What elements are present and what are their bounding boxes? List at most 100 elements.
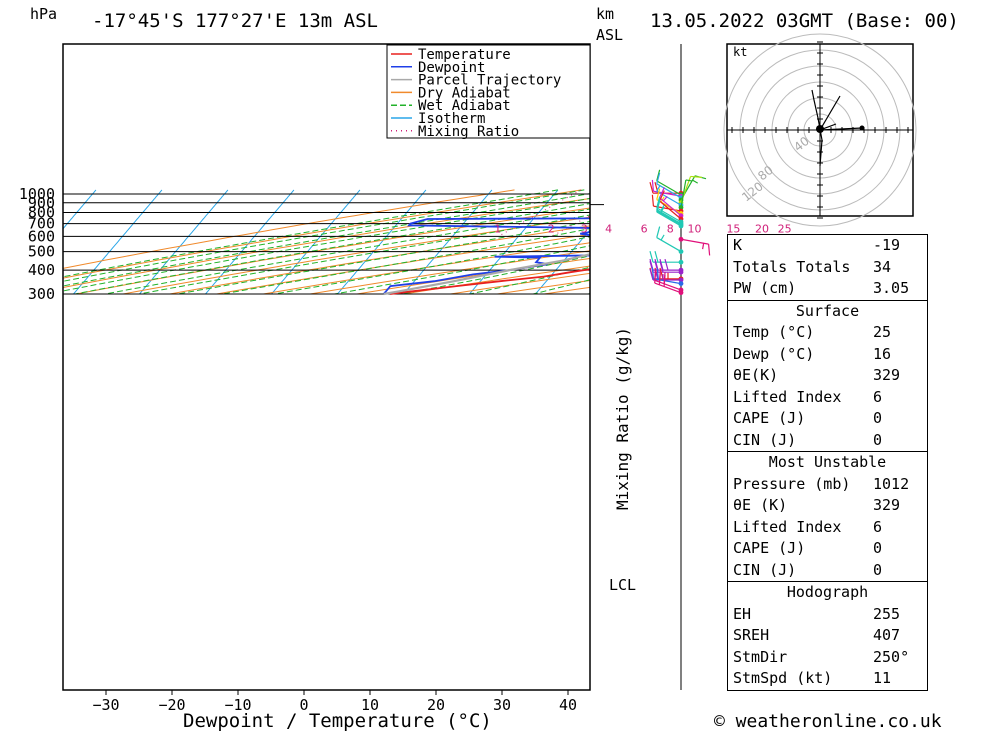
surface-key: Dewp (°C): [733, 344, 815, 363]
temperature-tick-label: −30: [92, 696, 119, 714]
wet-adiabat-line: [401, 255, 590, 295]
dry-adiabat-line: [918, 190, 1000, 294]
mixing-ratio-label: 1: [494, 222, 501, 235]
unstable-row: Pressure (mb) 1012: [728, 474, 927, 496]
height-unit-km: km: [596, 5, 615, 23]
surface-row: Dewp (°C) 16: [728, 344, 927, 366]
unstable-value: 0: [873, 560, 883, 579]
pressure-tick-label: 600: [28, 227, 55, 245]
wet-adiabat-line: [222, 228, 590, 295]
hodograph-param-key: StmDir: [733, 647, 788, 666]
wet-adiabat-line: [177, 220, 590, 295]
mixing-ratio-label: 8: [667, 222, 674, 235]
surface-row: CIN (J) 0: [728, 430, 927, 452]
legend-box: [386, 44, 591, 139]
unstable-row: CAPE (J) 0: [728, 538, 927, 560]
hodograph-param-value: 407: [873, 626, 901, 644]
legend-entry: Isotherm: [418, 111, 485, 127]
unstable-key: Lifted Index: [733, 517, 842, 536]
legend-entry: Temperature: [418, 47, 511, 63]
surface-row: Lifted Index 6: [728, 387, 927, 409]
pressure-tick-label: 900: [28, 194, 55, 212]
pressure-tick-label: 1000: [19, 185, 55, 203]
surface-value: 6: [873, 387, 883, 406]
series-line-temperature: [390, 268, 590, 295]
surface-row: Temp (°C) 25: [728, 322, 927, 344]
dry-adiabat-line: [76, 207, 590, 295]
wet-adiabat-line: [63, 189, 585, 282]
lcl-label: LCL: [609, 576, 637, 594]
surface-row: CAPE (J) 0: [728, 408, 927, 430]
temperature-tick-label: −20: [158, 696, 185, 714]
pressure-tick-label: 300: [28, 285, 55, 303]
index-value: 34: [873, 257, 892, 276]
wet-adiabat-line: [63, 193, 590, 287]
isotherm-line: [337, 189, 427, 295]
mixing-ratio-label: 6: [641, 222, 648, 235]
legend-entry: Dewpoint: [418, 60, 485, 76]
surface-row: θE(K) 329: [728, 365, 927, 387]
unstable-key: Pressure (mb): [733, 474, 851, 493]
index-key: Totals Totals: [733, 257, 851, 276]
hodograph-param-value: 255: [873, 604, 901, 623]
mixing-ratio-label: 10: [688, 222, 702, 235]
unstable-key: CIN (J): [733, 560, 797, 579]
mixing-ratio-line: [759, 190, 859, 237]
surface-value: 0: [873, 409, 883, 427]
pressure-tick-label: 500: [28, 243, 55, 261]
surface-value: 16: [873, 344, 892, 363]
dry-adiabat-line: [63, 189, 515, 269]
mixing-ratio-line: [782, 190, 883, 237]
unstable-key: θE (K): [733, 496, 788, 514]
isotherm-line: [602, 190, 690, 294]
unstable-row: Lifted Index 6: [728, 517, 927, 539]
index-row: PW (cm) 3.05: [728, 278, 927, 300]
x-axis-label: Dewpoint / Temperature (°C): [183, 710, 492, 732]
unstable-row: θE (K) 329: [728, 495, 927, 517]
isotherm-line: [139, 189, 229, 295]
hodograph-unit-label: kt: [733, 45, 748, 59]
unstable-value: 6: [873, 517, 883, 536]
temperature-tick-label: 10: [361, 696, 379, 714]
isotherm-line: [205, 189, 295, 295]
isotherm-line: [932, 190, 1000, 294]
mixing-ratio-line: [609, 190, 698, 237]
unstable-key: CAPE (J): [733, 539, 806, 557]
pressure-unit-label: hPa: [30, 5, 58, 23]
dry-adiabat-line: [169, 225, 590, 295]
mixing-ratio-label: 3: [581, 222, 588, 235]
indices-panel: K -19 Totals Totals 34 PW (cm) 3.05 Surface T…: [727, 234, 928, 691]
surface-value: 25: [873, 323, 892, 341]
wet-adiabat-line: [63, 189, 558, 278]
wet-adiabat-line: [63, 197, 590, 292]
credit-text: © weatheronline.co.uk: [714, 711, 942, 732]
hodograph-param-value: 11: [873, 669, 892, 687]
temperature-tick-label: 40: [559, 696, 577, 714]
mixing-ratio-label: 2: [548, 222, 555, 235]
isotherm-line: [0, 190, 30, 294]
index-row: K -19: [728, 235, 927, 257]
unstable-value: 329: [873, 496, 901, 514]
wet-adiabat-line: [334, 245, 590, 295]
location-title: -17°45'S 177°27'E 13m ASL: [92, 10, 378, 32]
temperature-tick-label: −10: [224, 696, 251, 714]
hodograph-param-key: SREH: [733, 626, 770, 644]
pressure-tick-label: 400: [28, 261, 55, 279]
hodograph-param-row: EH 255: [728, 604, 927, 626]
surface-key: Lifted Index: [733, 387, 842, 406]
surface-key: Temp (°C): [733, 323, 815, 341]
index-key: K: [733, 236, 743, 254]
plot-frame: [62, 43, 591, 691]
unstable-value: 0: [873, 539, 883, 557]
temperature-tick-label: 30: [493, 696, 511, 714]
mixing-ratio-axis-label: Mixing Ratio (g/kg): [613, 326, 632, 510]
index-key: PW (cm): [733, 279, 797, 297]
isotherm-line: [535, 229, 590, 295]
index-value: 3.05: [873, 279, 910, 297]
mixing-ratio-label: 4: [605, 222, 612, 235]
dry-adiabat-line: [216, 233, 590, 295]
hodograph-param-value: 250°: [873, 647, 910, 666]
mixing-ratio-line: [671, 190, 765, 237]
hodograph-param-row: StmSpd (kt) 11: [728, 668, 927, 690]
hodograph-param-row: StmDir 250°: [728, 647, 927, 669]
